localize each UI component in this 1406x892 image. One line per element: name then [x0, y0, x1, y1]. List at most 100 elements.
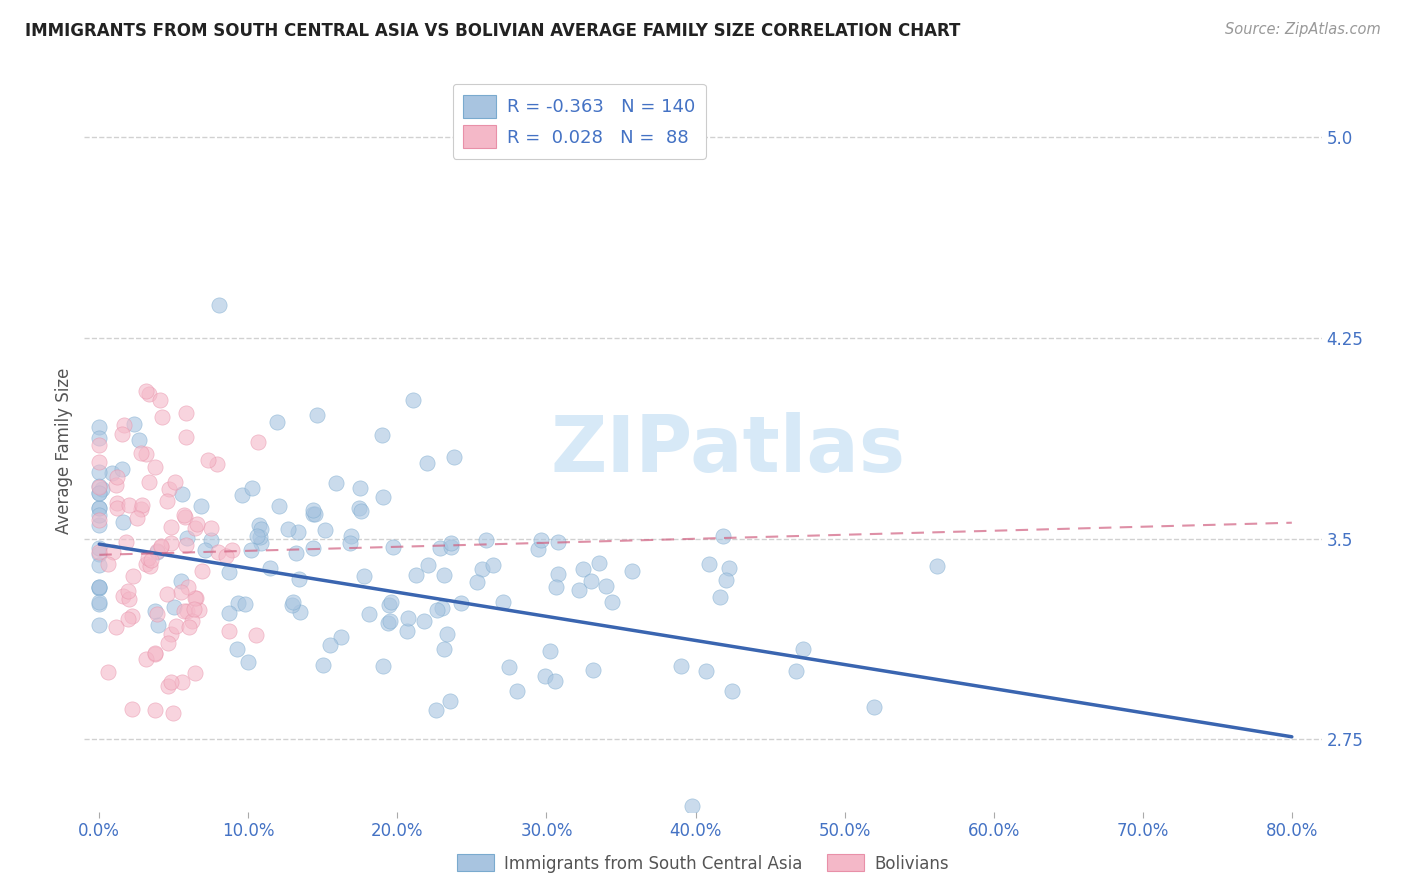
Point: [111, 461, 134, 475]
Point: [194, 543, 217, 558]
Point: [170, 574, 193, 588]
Point: [236, 656, 259, 670]
Point: [97, 557, 120, 571]
Point: [245, 628, 267, 642]
Point: [378, 614, 401, 628]
Point: [160, 627, 183, 641]
Point: [173, 508, 195, 522]
Point: [111, 427, 134, 442]
Point: [197, 452, 219, 467]
Point: [125, 511, 148, 525]
Point: [90, 482, 112, 496]
Point: [305, 409, 328, 423]
Point: [595, 579, 617, 593]
Point: [105, 478, 128, 492]
Text: ZIPatlas: ZIPatlas: [550, 412, 905, 489]
Point: [145, 607, 167, 622]
Point: [340, 529, 363, 543]
Point: [101, 544, 124, 558]
Point: [471, 562, 494, 576]
Point: [405, 568, 427, 582]
Point: [721, 684, 744, 698]
Point: [146, 618, 169, 632]
Point: [498, 660, 520, 674]
Point: [440, 540, 463, 554]
Point: [482, 558, 505, 573]
Point: [862, 700, 884, 714]
Point: [111, 589, 134, 603]
Point: [215, 549, 238, 563]
Point: [681, 799, 703, 814]
Point: [465, 575, 488, 590]
Point: [187, 603, 209, 617]
Point: [183, 591, 205, 605]
Point: [89, 480, 111, 494]
Point: [105, 470, 128, 484]
Point: [101, 466, 124, 480]
Point: [122, 417, 145, 432]
Point: [240, 542, 263, 557]
Point: [314, 523, 336, 537]
Point: [373, 658, 395, 673]
Y-axis label: Average Family Size: Average Family Size: [55, 368, 73, 533]
Point: [165, 475, 187, 490]
Point: [105, 496, 128, 510]
Point: [170, 585, 193, 599]
Point: [582, 663, 605, 677]
Point: [249, 530, 271, 544]
Point: [89, 513, 111, 527]
Point: [302, 541, 325, 555]
Point: [396, 610, 419, 624]
Point: [162, 706, 184, 720]
Point: [450, 596, 472, 610]
Point: [380, 595, 402, 609]
Point: [146, 544, 169, 558]
Point: [302, 502, 325, 516]
Point: [135, 557, 157, 571]
Point: [174, 538, 197, 552]
Point: [174, 406, 197, 420]
Point: [149, 539, 172, 553]
Point: [129, 446, 152, 460]
Point: [373, 491, 395, 505]
Point: [370, 427, 392, 442]
Point: [207, 544, 229, 558]
Point: [436, 627, 458, 641]
Point: [159, 536, 181, 550]
Point: [250, 522, 273, 536]
Point: [285, 546, 308, 560]
Point: [429, 541, 451, 555]
Point: [440, 536, 463, 550]
Point: [425, 703, 447, 717]
Point: [432, 601, 454, 615]
Point: [89, 508, 111, 523]
Point: [139, 553, 162, 567]
Point: [121, 701, 143, 715]
Point: [200, 520, 222, 534]
Point: [353, 568, 375, 582]
Point: [89, 580, 111, 594]
Point: [527, 541, 550, 556]
Point: [697, 557, 720, 571]
Legend: Immigrants from South Central Asia, Bolivians: Immigrants from South Central Asia, Boli…: [451, 847, 955, 880]
Point: [157, 482, 180, 496]
Point: [571, 562, 593, 576]
Point: [266, 415, 288, 429]
Point: [143, 646, 166, 660]
Point: [122, 569, 145, 583]
Point: [160, 519, 183, 533]
Point: [246, 528, 269, 542]
Point: [177, 580, 200, 594]
Point: [176, 531, 198, 545]
Point: [534, 669, 557, 683]
Point: [105, 620, 128, 634]
Point: [277, 523, 299, 537]
Point: [426, 603, 449, 617]
Point: [377, 616, 399, 631]
Point: [176, 604, 198, 618]
Point: [143, 459, 166, 474]
Point: [128, 433, 150, 447]
Point: [138, 387, 160, 401]
Point: [329, 631, 352, 645]
Point: [538, 644, 561, 658]
